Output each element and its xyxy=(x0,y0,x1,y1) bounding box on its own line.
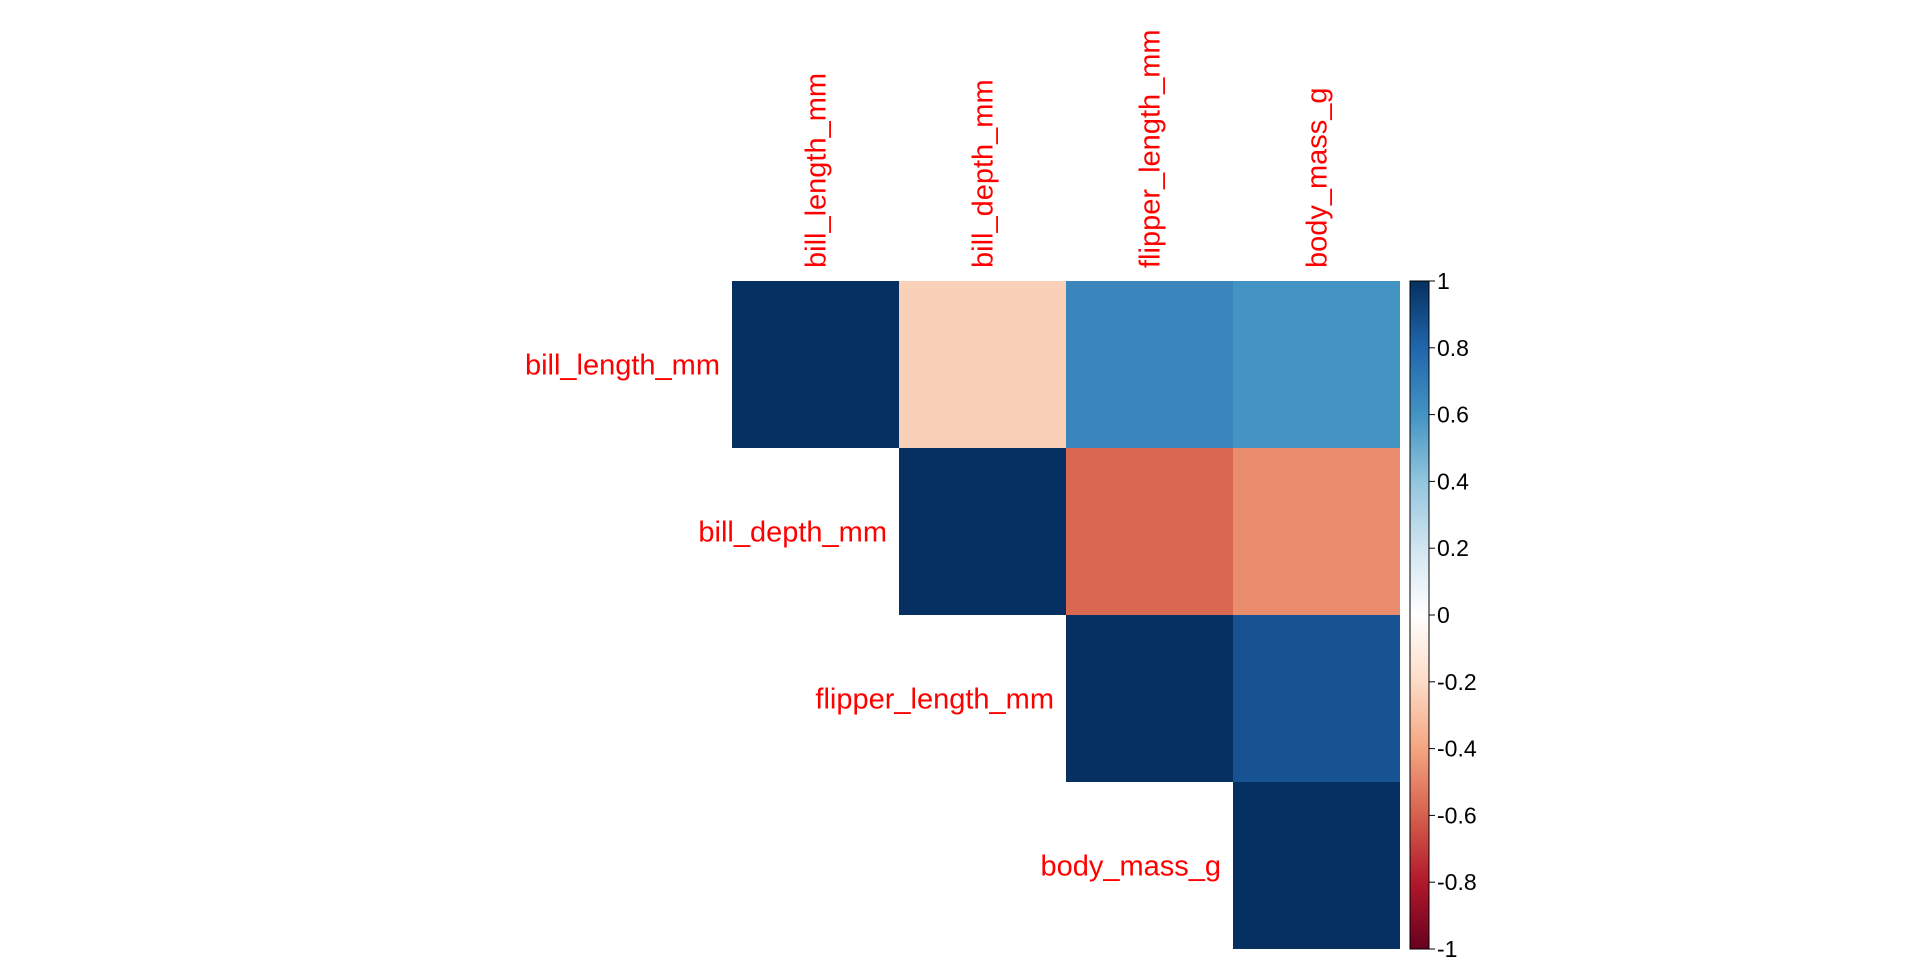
colorbar-tick-label: 0.8 xyxy=(1437,335,1469,361)
colorbar-tick-label: -0.2 xyxy=(1437,669,1477,695)
row-label: flipper_length_mm xyxy=(815,684,1054,716)
heatmap-cell xyxy=(899,448,1066,615)
colorbar-gradient xyxy=(1409,280,1430,950)
row-label: bill_depth_mm xyxy=(698,517,887,549)
colorbar-tick-label: -0.6 xyxy=(1437,802,1477,828)
heatmap-cell xyxy=(1066,281,1233,448)
column-label: bill_length_mm xyxy=(801,73,833,268)
heatmap-cells xyxy=(732,281,1400,949)
heatmap-cell xyxy=(1066,615,1233,782)
row-label: body_mass_g xyxy=(1040,851,1221,883)
column-label: body_mass_g xyxy=(1302,87,1334,268)
colorbar-tick-label: 0.4 xyxy=(1437,468,1469,494)
row-label: bill_length_mm xyxy=(525,350,720,382)
colorbar-tick-label: -0.4 xyxy=(1437,736,1477,762)
heatmap-cell xyxy=(1233,448,1400,615)
heatmap-cell xyxy=(732,281,899,448)
heatmap-cell xyxy=(1233,782,1400,949)
column-labels: bill_length_mm bill_depth_mm flipper_lengt… xyxy=(801,29,1334,268)
column-label: bill_depth_mm xyxy=(968,79,1000,268)
colorbar-tick-label: 0.2 xyxy=(1437,535,1469,561)
colorbar-tick-label: -0.8 xyxy=(1437,869,1477,895)
colorbar-tick-label: 0 xyxy=(1437,602,1450,628)
heatmap-cell xyxy=(1233,281,1400,448)
heatmap-cell xyxy=(899,281,1066,448)
colorbar: 1 0.8 0.6 0.4 0.2 0 -0.2 -0.4 -0.6 -0.8 -1 xyxy=(1409,268,1477,960)
colorbar-tick-label: -1 xyxy=(1437,936,1457,960)
colorbar-tick-label: 0.6 xyxy=(1437,402,1469,428)
row-labels: bill_length_mm bill_depth_mm flipper_lengt… xyxy=(525,350,1221,883)
column-label: flipper_length_mm xyxy=(1135,29,1167,268)
heatmap-cell xyxy=(1233,615,1400,782)
colorbar-tick-label: 1 xyxy=(1437,268,1450,294)
heatmap-cell xyxy=(1066,448,1233,615)
